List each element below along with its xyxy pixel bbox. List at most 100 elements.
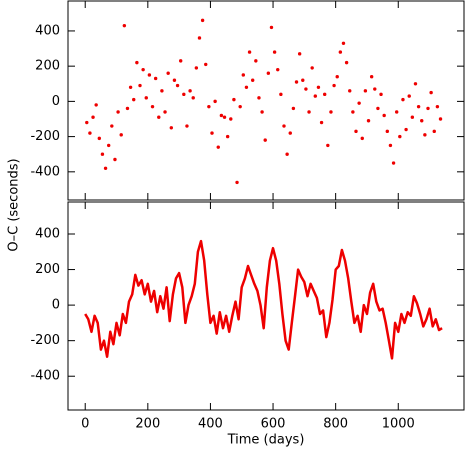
data-point: [88, 131, 92, 135]
data-point: [373, 87, 377, 91]
data-point: [191, 96, 195, 100]
y-tick-label: 200: [35, 262, 60, 277]
data-point: [254, 59, 258, 63]
x-tick-label: 200: [135, 417, 160, 432]
data-point: [110, 124, 114, 128]
data-point: [257, 96, 261, 100]
data-point: [132, 97, 136, 102]
data-point: [163, 110, 167, 114]
y-tick-label: 0: [52, 94, 60, 109]
y-axis-label: O–C (seconds): [7, 158, 22, 251]
data-point: [266, 71, 271, 75]
data-point: [150, 104, 155, 109]
y-tick-label: -200: [30, 129, 60, 144]
data-point: [232, 97, 236, 102]
y-tick-label: 0: [52, 298, 60, 313]
data-point: [276, 67, 280, 72]
data-point: [297, 52, 302, 56]
data-point: [413, 82, 418, 86]
data-point: [178, 59, 183, 63]
data-point: [100, 152, 105, 156]
data-point: [94, 103, 98, 107]
data-point: [410, 115, 415, 119]
data-point: [285, 152, 289, 156]
data-point: [244, 85, 249, 89]
data-point: [106, 143, 111, 148]
data-point: [160, 89, 164, 93]
data-point: [282, 124, 286, 128]
data-point: [348, 89, 352, 93]
data-point: [404, 127, 408, 132]
data-point: [360, 136, 364, 141]
x-tick-label: 1000: [382, 417, 415, 432]
plot-frame: [67, 201, 465, 411]
data-point: [157, 115, 161, 119]
data-point: [225, 134, 230, 139]
data-point: [169, 126, 174, 130]
data-point: [357, 101, 361, 105]
data-point: [385, 129, 390, 134]
data-point: [432, 129, 436, 134]
data-point: [326, 143, 330, 148]
data-point: [307, 110, 311, 114]
data-point: [200, 18, 205, 23]
data-point: [116, 110, 120, 114]
data-point: [363, 89, 368, 93]
data-point: [263, 138, 267, 142]
data-point: [288, 131, 292, 135]
data-point: [435, 104, 440, 109]
data-point: [316, 85, 321, 89]
y-tick-label: 200: [35, 59, 60, 74]
data-point: [250, 78, 255, 82]
data-point: [128, 85, 133, 89]
data-point: [194, 66, 199, 70]
data-point: [416, 104, 421, 109]
data-point: [141, 67, 145, 72]
data-point: [351, 110, 355, 114]
x-tick-label: 600: [261, 417, 286, 432]
data-point: [144, 96, 148, 100]
data-point: [426, 106, 430, 111]
data-point: [103, 166, 108, 171]
data-point: [401, 97, 405, 102]
data-point: [113, 157, 117, 162]
data-point: [313, 94, 318, 98]
data-point: [125, 106, 130, 111]
data-point: [322, 92, 327, 97]
data-point: [376, 106, 380, 111]
data-point: [241, 73, 246, 77]
x-tick-label: 400: [198, 417, 223, 432]
y-tick-label: 400: [35, 23, 60, 38]
data-point: [247, 50, 252, 54]
data-point: [301, 78, 305, 82]
data-point: [269, 25, 274, 30]
y-tick-label: -400: [30, 369, 60, 384]
data-point: [138, 83, 142, 88]
data-point: [182, 92, 186, 97]
data-point: [379, 92, 383, 97]
data-point: [97, 136, 102, 141]
y-tick-label: -200: [30, 333, 60, 348]
data-point: [222, 115, 227, 119]
data-point: [335, 75, 339, 79]
data-point: [438, 117, 443, 121]
data-point: [272, 50, 277, 54]
data-point: [294, 80, 299, 84]
data-point: [122, 23, 127, 28]
data-point: [172, 78, 177, 82]
data-point: [388, 143, 393, 148]
data-point: [204, 62, 208, 67]
data-point: [341, 41, 346, 45]
data-point: [420, 119, 424, 123]
y-tick-label: 400: [35, 227, 60, 242]
x-axis-label: Time (days): [227, 433, 305, 448]
x-tick-label: 800: [323, 417, 348, 432]
data-point: [319, 120, 324, 125]
data-point: [429, 90, 433, 95]
data-point: [219, 113, 224, 118]
data-point: [147, 73, 152, 77]
data-point: [394, 110, 399, 114]
data-point: [366, 119, 371, 123]
data-point: [197, 36, 202, 40]
